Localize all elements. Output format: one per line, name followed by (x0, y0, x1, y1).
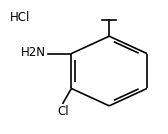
Text: Cl: Cl (57, 105, 69, 118)
Text: HCl: HCl (10, 11, 30, 24)
Text: H2N: H2N (21, 46, 46, 59)
